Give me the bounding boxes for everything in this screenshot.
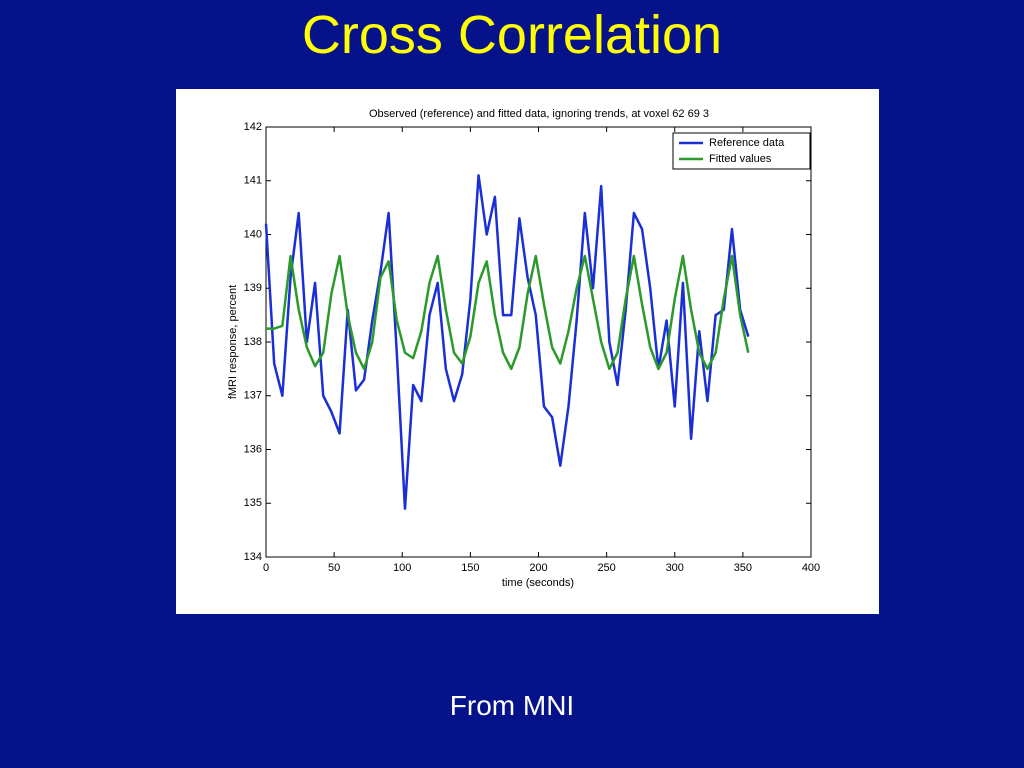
x-tick-label: 100 bbox=[393, 562, 411, 574]
x-tick-label: 250 bbox=[597, 562, 615, 574]
y-tick-label: 137 bbox=[244, 390, 262, 402]
chart-title: Observed (reference) and fitted data, ig… bbox=[369, 108, 709, 120]
y-axis-label: fMRI response, percent bbox=[227, 285, 239, 399]
x-tick-label: 0 bbox=[263, 562, 269, 574]
x-tick-label: 350 bbox=[734, 562, 752, 574]
y-tick-label: 139 bbox=[244, 282, 262, 294]
y-tick-label: 135 bbox=[244, 497, 262, 509]
x-tick-label: 400 bbox=[802, 562, 820, 574]
x-tick-label: 200 bbox=[529, 562, 547, 574]
y-tick-label: 140 bbox=[244, 228, 262, 240]
y-tick-label: 134 bbox=[244, 551, 262, 563]
legend-label: Reference data bbox=[709, 137, 785, 149]
x-tick-label: 150 bbox=[461, 562, 479, 574]
x-axis-label: time (seconds) bbox=[502, 577, 574, 589]
legend-box bbox=[672, 132, 811, 170]
y-tick-label: 141 bbox=[244, 175, 262, 187]
chart: Observed (reference) and fitted data, ig… bbox=[176, 89, 879, 614]
series-line bbox=[264, 174, 750, 510]
slide-title: Cross Correlation bbox=[301, 5, 723, 65]
y-tick-label: 136 bbox=[244, 443, 262, 455]
x-tick-label: 300 bbox=[666, 562, 684, 574]
slide-footer: From MNI bbox=[449, 690, 575, 721]
y-tick-label: 138 bbox=[244, 336, 262, 348]
series-line bbox=[266, 254, 750, 371]
legend-label: Fitted values bbox=[709, 153, 772, 165]
y-tick-label: 142 bbox=[244, 121, 262, 133]
x-tick-label: 50 bbox=[328, 562, 340, 574]
